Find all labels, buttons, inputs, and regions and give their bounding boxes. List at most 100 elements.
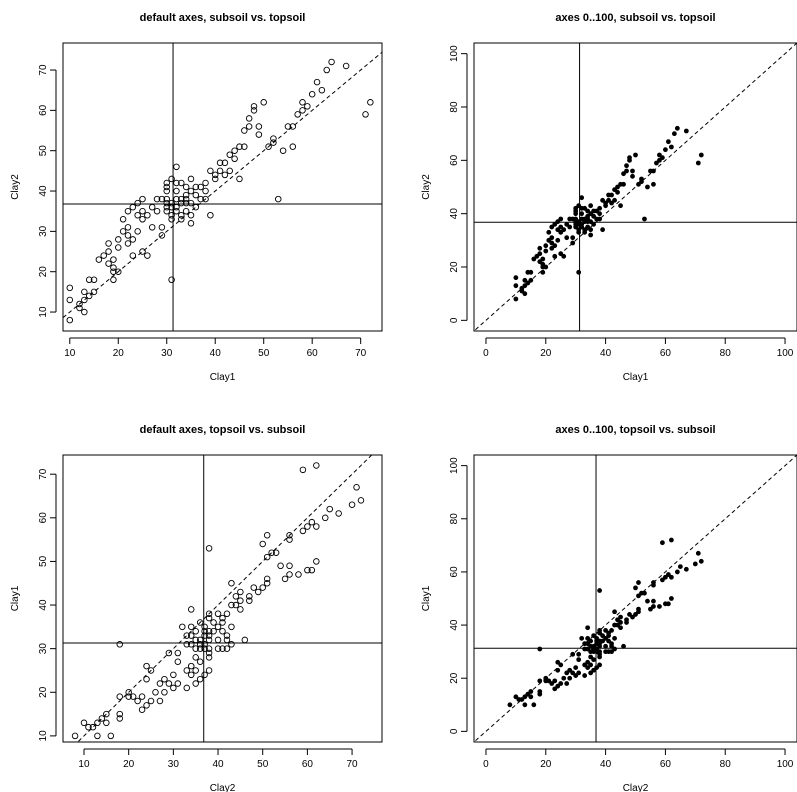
data-point bbox=[173, 203, 180, 211]
data-point bbox=[205, 645, 213, 652]
data-point bbox=[594, 646, 600, 652]
y-tick-label: 60 bbox=[38, 512, 49, 524]
data-point bbox=[576, 203, 582, 209]
data-point bbox=[143, 675, 150, 683]
data-point bbox=[216, 159, 224, 167]
data-point bbox=[576, 651, 582, 657]
y-tick-label: 40 bbox=[38, 185, 49, 197]
data-point bbox=[241, 143, 248, 150]
data-point bbox=[522, 277, 528, 283]
data-point bbox=[116, 710, 123, 718]
data-point bbox=[163, 187, 170, 195]
data-point bbox=[335, 510, 342, 517]
data-point bbox=[275, 195, 282, 203]
data-point bbox=[522, 291, 528, 297]
data-point bbox=[295, 571, 302, 578]
data-point bbox=[81, 296, 88, 304]
data-point bbox=[196, 619, 204, 626]
data-point bbox=[585, 208, 591, 214]
y-tick-label: 60 bbox=[38, 104, 49, 116]
data-point bbox=[606, 197, 611, 203]
data-point bbox=[597, 588, 603, 593]
data-point bbox=[615, 622, 620, 628]
data-point bbox=[98, 715, 106, 722]
data-point bbox=[660, 155, 665, 161]
x-tick-label: 70 bbox=[347, 759, 359, 770]
plot-frame bbox=[473, 454, 797, 743]
data-point bbox=[558, 662, 564, 668]
data-point bbox=[107, 732, 115, 740]
data-point bbox=[103, 710, 110, 718]
y-tick-label: 0 bbox=[449, 728, 460, 734]
one-to-one-line bbox=[63, 51, 382, 319]
data-point bbox=[219, 645, 226, 652]
data-point bbox=[124, 240, 132, 247]
data-point bbox=[328, 58, 335, 66]
data-point bbox=[668, 144, 674, 150]
data-point bbox=[513, 694, 519, 700]
data-point bbox=[591, 667, 597, 673]
data-point bbox=[304, 103, 311, 110]
data-point bbox=[196, 658, 204, 665]
data-point bbox=[558, 681, 564, 686]
data-point bbox=[683, 566, 689, 572]
data-point bbox=[116, 715, 123, 722]
data-point bbox=[115, 236, 122, 243]
data-point bbox=[223, 610, 231, 618]
data-point bbox=[615, 617, 620, 623]
data-point bbox=[178, 179, 185, 187]
data-point bbox=[579, 635, 585, 641]
one-to-one-line bbox=[474, 455, 797, 742]
data-point bbox=[163, 183, 170, 191]
data-point bbox=[558, 224, 564, 230]
plot-frame bbox=[473, 42, 797, 332]
data-point bbox=[153, 195, 161, 203]
data-point bbox=[651, 604, 656, 609]
data-point bbox=[698, 558, 704, 564]
data-point bbox=[165, 649, 173, 657]
data-point bbox=[546, 229, 552, 235]
data-point bbox=[549, 245, 555, 251]
data-point bbox=[201, 641, 208, 648]
data-point bbox=[627, 612, 632, 617]
data-point bbox=[192, 654, 199, 661]
data-point bbox=[187, 220, 195, 227]
data-point bbox=[138, 706, 146, 713]
chart-title: default axes, topsoil vs. subsoil bbox=[140, 424, 306, 436]
data-point bbox=[260, 99, 267, 106]
data-point bbox=[308, 566, 316, 574]
data-point bbox=[139, 248, 146, 255]
data-point bbox=[110, 268, 117, 275]
data-point bbox=[226, 151, 234, 158]
data-point bbox=[609, 627, 614, 633]
data-point bbox=[567, 224, 573, 230]
plot-area bbox=[63, 455, 382, 742]
data-point bbox=[129, 236, 137, 243]
data-point bbox=[201, 632, 208, 639]
data-point bbox=[519, 697, 525, 702]
data-point bbox=[178, 211, 185, 219]
data-point bbox=[286, 562, 293, 570]
data-point bbox=[228, 579, 235, 587]
data-point bbox=[196, 675, 204, 683]
data-point bbox=[698, 152, 704, 158]
y-tick-label: 100 bbox=[449, 457, 460, 474]
data-point bbox=[585, 635, 591, 641]
data-point bbox=[549, 224, 555, 230]
data-point bbox=[286, 571, 293, 578]
data-point bbox=[103, 719, 110, 727]
data-point bbox=[272, 549, 280, 556]
data-point bbox=[85, 292, 93, 300]
data-point bbox=[90, 288, 98, 296]
data-point bbox=[660, 540, 665, 546]
data-point bbox=[357, 497, 365, 504]
data-point bbox=[124, 232, 132, 239]
data-point bbox=[683, 128, 689, 134]
data-point bbox=[250, 584, 258, 591]
data-point bbox=[100, 252, 107, 259]
data-point bbox=[674, 125, 680, 131]
panel-4: axes 0..100, topsoil vs. subsoil 0 20 40 60 8… bbox=[421, 424, 797, 792]
data-point bbox=[85, 723, 92, 731]
data-point bbox=[221, 159, 229, 167]
